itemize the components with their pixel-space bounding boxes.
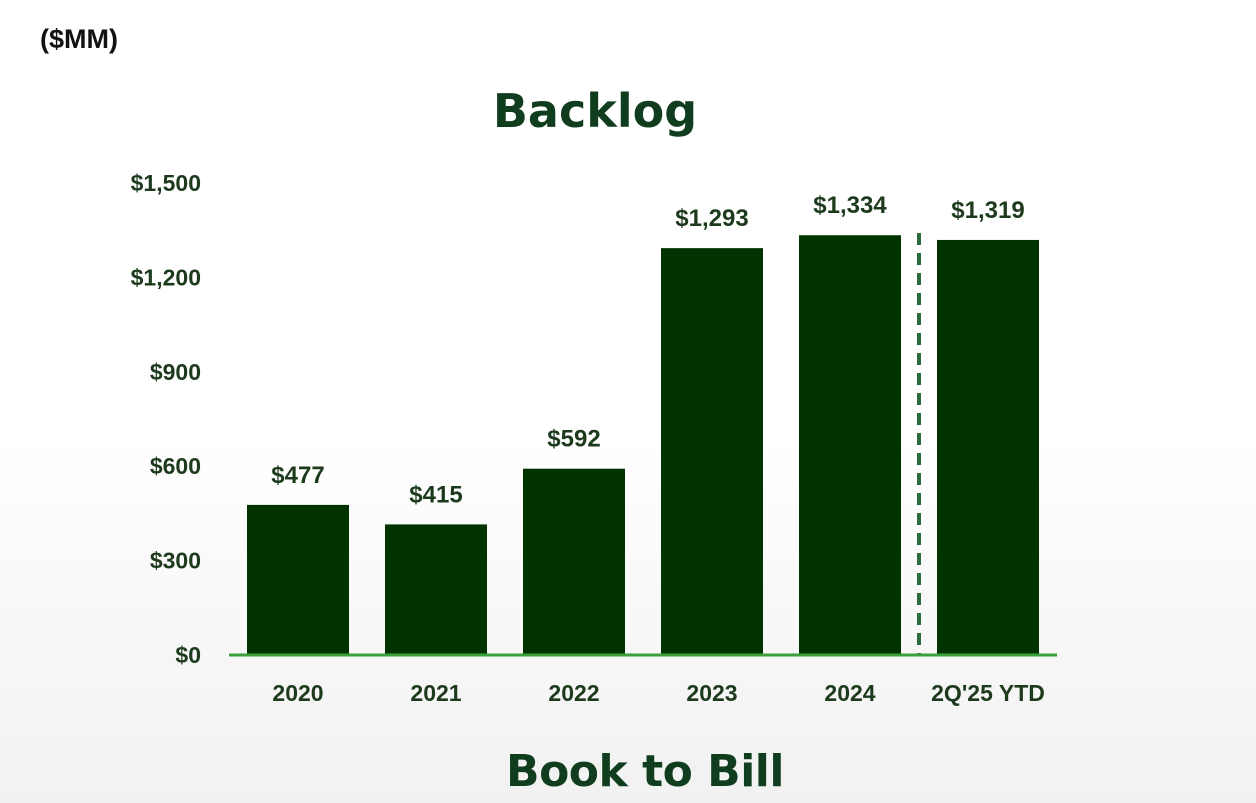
x-tick-label: 2022 <box>548 680 599 706</box>
bar <box>661 248 763 656</box>
bar-value-label: $1,293 <box>675 205 748 232</box>
x-tick-label: 2024 <box>824 680 875 706</box>
x-tick-label: 2023 <box>686 680 737 706</box>
bar-value-label: $592 <box>547 426 600 453</box>
bar-value-label: $415 <box>409 481 462 508</box>
bar <box>937 239 1039 656</box>
bar-value-label: $1,319 <box>951 197 1024 224</box>
bar <box>385 524 487 655</box>
y-tick-label: $300 <box>150 548 201 574</box>
chart-title: Backlog <box>492 84 698 138</box>
next-section-title: Book to Bill <box>506 746 784 797</box>
bar <box>799 235 901 655</box>
y-tick-label: $900 <box>150 359 201 385</box>
x-tick-label: 2021 <box>410 680 461 706</box>
bar <box>247 504 349 655</box>
x-tick-label: 2Q'25 YTD <box>931 680 1045 706</box>
y-tick-label: $600 <box>150 453 201 479</box>
y-tick-label: $1,200 <box>131 264 201 290</box>
y-tick-label: $0 <box>175 642 201 668</box>
x-tick-label: 2020 <box>272 680 323 706</box>
bar-value-label: $477 <box>271 462 324 489</box>
bar <box>523 468 625 655</box>
unit-label: ($MM) <box>40 24 118 54</box>
y-tick-label: $1,500 <box>131 170 201 196</box>
bar-value-label: $1,334 <box>813 192 887 219</box>
